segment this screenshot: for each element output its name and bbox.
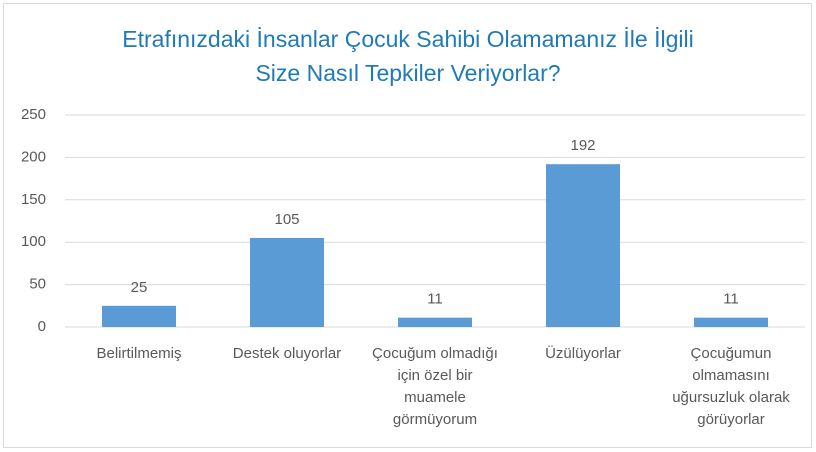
- x-tick-label: Üzülüyorlar: [545, 345, 621, 362]
- value-label: 25: [131, 279, 148, 296]
- y-tick-label: 150: [21, 191, 46, 208]
- y-tick-label: 250: [21, 106, 46, 123]
- x-tick-label: Belirtilmemiş: [96, 345, 182, 362]
- x-tick-label: Destek oluyorlar: [232, 345, 342, 362]
- value-label: 192: [570, 137, 595, 154]
- x-tick-label: Çocuğumun olmamasını uğursuzluk olarak g…: [672, 345, 790, 428]
- chart-title: Etrafınızdaki İnsanlar Çocuk Sahibi Olam…: [122, 26, 694, 86]
- bar: [102, 305, 176, 327]
- value-label: 11: [723, 291, 739, 308]
- y-tick-label: 100: [21, 233, 46, 250]
- chart-border: [3, 3, 812, 448]
- value-label: 11: [427, 291, 443, 308]
- y-tick-label: 0: [38, 318, 46, 335]
- y-tick-label: 200: [21, 148, 46, 165]
- x-tick-label: Çocuğum olmadığı için özel bir muamele g…: [372, 345, 498, 428]
- bar: [398, 317, 472, 327]
- bar: [546, 164, 620, 327]
- bar: [694, 317, 768, 327]
- y-tick-label: 50: [29, 276, 46, 293]
- value-label: 105: [274, 211, 299, 228]
- bar: [250, 237, 324, 327]
